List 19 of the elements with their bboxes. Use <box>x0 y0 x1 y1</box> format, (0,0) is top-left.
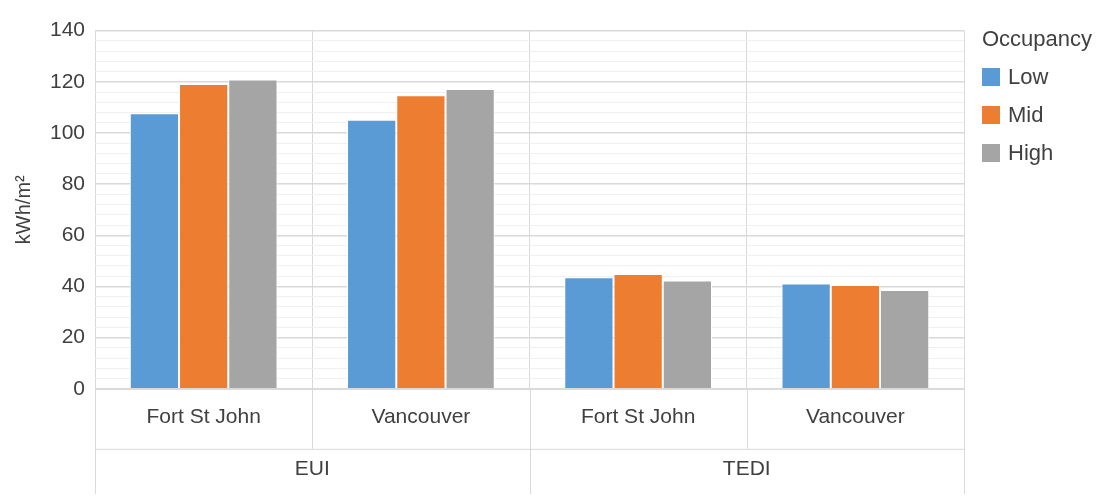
x-tick-label: Fort St John <box>580 404 696 428</box>
legend-label: Mid <box>1008 102 1044 128</box>
x-tick-label: Fort St John <box>146 404 261 428</box>
text: TEDI <box>722 455 771 479</box>
y-tick-label: 20 <box>61 324 86 348</box>
text: EUI <box>294 455 330 479</box>
y-tick-label: 140 <box>49 17 86 41</box>
y-tick-label: 0 <box>73 375 86 399</box>
legend-label: Low <box>1008 64 1049 90</box>
y-tick-label: 80 <box>61 170 86 194</box>
y-tick-label: 100 <box>49 119 86 143</box>
x-tick-label: Vancouver <box>371 404 471 428</box>
x-tick-label: Vancouver <box>805 404 905 428</box>
y-tick-label: 120 <box>49 68 86 92</box>
y-tick-label: 40 <box>61 273 86 297</box>
legend-label: High <box>1008 140 1054 166</box>
y-tick-label: 60 <box>61 222 86 246</box>
y-axis-title: kWh/m² <box>11 174 34 245</box>
legend-title: Occupancy <box>982 26 1093 52</box>
